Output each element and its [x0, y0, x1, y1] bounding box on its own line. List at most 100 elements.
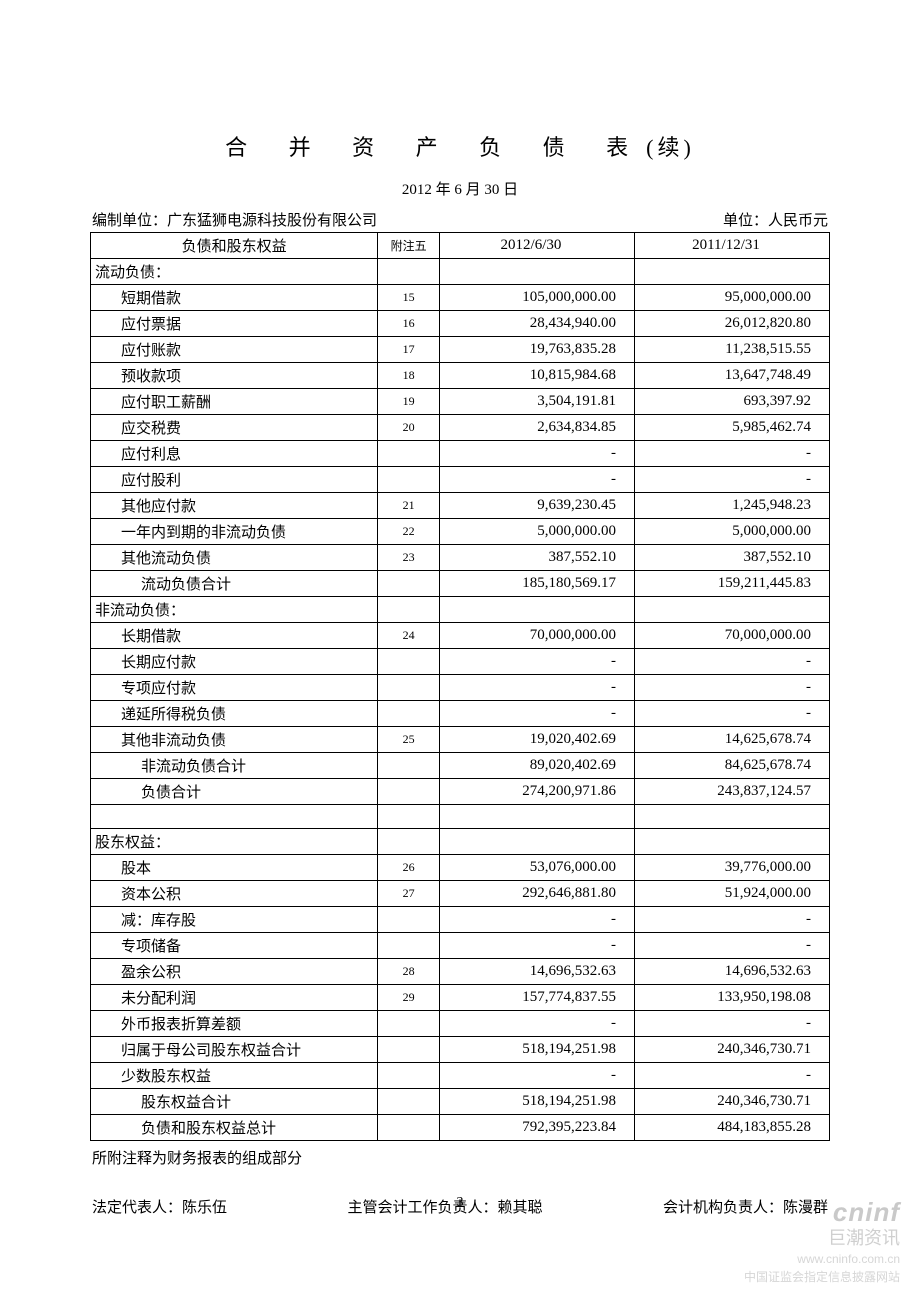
note-cell: 22: [378, 519, 440, 545]
value1-cell: -: [439, 1063, 634, 1089]
item-cell: 股东权益：: [91, 829, 378, 855]
table-row: 归属于母公司股东权益合计518,194,251.98240,346,730.71: [91, 1037, 830, 1063]
value2-cell: 240,346,730.71: [634, 1037, 829, 1063]
item-cell: 应付账款: [91, 337, 378, 363]
note-cell: [378, 571, 440, 597]
table-row: 股东权益合计518,194,251.98240,346,730.71: [91, 1089, 830, 1115]
note-cell: [378, 441, 440, 467]
note-cell: [378, 259, 440, 285]
value1-cell: 9,639,230.45: [439, 493, 634, 519]
page-number: 3: [90, 1195, 830, 1211]
table-header-row: 负债和股东权益 附注五 2012/6/30 2011/12/31: [91, 233, 830, 259]
value1-cell: 14,696,532.63: [439, 959, 634, 985]
note-cell: 23: [378, 545, 440, 571]
header-line: 编制单位：广东猛狮电源科技股份有限公司 单位：人民币元: [90, 209, 830, 230]
note-cell: [378, 753, 440, 779]
note-cell: 28: [378, 959, 440, 985]
note-cell: [378, 829, 440, 855]
value1-cell: 53,076,000.00: [439, 855, 634, 881]
table-row: 应付票据1628,434,940.0026,012,820.80: [91, 311, 830, 337]
value2-cell: -: [634, 441, 829, 467]
value1-cell: [439, 597, 634, 623]
title-main: 合 并 资 产 负 债 表: [225, 135, 646, 160]
value1-cell: 2,634,834.85: [439, 415, 634, 441]
value2-cell: 39,776,000.00: [634, 855, 829, 881]
value2-cell: 95,000,000.00: [634, 285, 829, 311]
value1-cell: 105,000,000.00: [439, 285, 634, 311]
table-row: 长期借款2470,000,000.0070,000,000.00: [91, 623, 830, 649]
report-date: 2012 年 6 月 30 日: [90, 178, 830, 199]
footnote: 所附注释为财务报表的组成部分: [90, 1147, 830, 1168]
table-row: 长期应付款--: [91, 649, 830, 675]
value2-cell: -: [634, 933, 829, 959]
note-cell: [378, 1089, 440, 1115]
item-cell: 一年内到期的非流动负债: [91, 519, 378, 545]
table-row: 其他非流动负债2519,020,402.6914,625,678.74: [91, 727, 830, 753]
value2-cell: -: [634, 701, 829, 727]
item-cell: 流动负债合计: [91, 571, 378, 597]
note-cell: 29: [378, 985, 440, 1011]
item-cell: 减：库存股: [91, 907, 378, 933]
value2-cell: 13,647,748.49: [634, 363, 829, 389]
watermark-url: www.cninfo.com.cn: [744, 1252, 900, 1266]
item-cell: 预收款项: [91, 363, 378, 389]
value1-cell: 518,194,251.98: [439, 1089, 634, 1115]
value2-cell: 5,985,462.74: [634, 415, 829, 441]
note-cell: [378, 597, 440, 623]
item-cell: 应付票据: [91, 311, 378, 337]
note-cell: [378, 1063, 440, 1089]
value1-cell: [439, 805, 634, 829]
table-row: 应付利息 --: [91, 441, 830, 467]
value2-cell: -: [634, 467, 829, 493]
table-row: 专项储备 --: [91, 933, 830, 959]
value1-cell: 292,646,881.80: [439, 881, 634, 907]
note-cell: 20: [378, 415, 440, 441]
table-row: 短期借款15105,000,000.0095,000,000.00: [91, 285, 830, 311]
value1-cell: [439, 829, 634, 855]
item-cell: 少数股东权益: [91, 1063, 378, 1089]
value2-cell: -: [634, 907, 829, 933]
value2-cell: 693,397.92: [634, 389, 829, 415]
item-cell: 短期借款: [91, 285, 378, 311]
value1-cell: 10,815,984.68: [439, 363, 634, 389]
note-cell: [378, 467, 440, 493]
item-cell: 应付利息: [91, 441, 378, 467]
value1-cell: 19,020,402.69: [439, 727, 634, 753]
value1-cell: -: [439, 441, 634, 467]
table-row: 股东权益：: [91, 829, 830, 855]
item-cell: 应付职工薪酬: [91, 389, 378, 415]
item-cell: 归属于母公司股东权益合计: [91, 1037, 378, 1063]
item-cell: 长期应付款: [91, 649, 378, 675]
note-cell: [378, 805, 440, 829]
table-row: 流动负债合计185,180,569.17159,211,445.83: [91, 571, 830, 597]
table-row: 负债和股东权益总计792,395,223.84484,183,855.28: [91, 1115, 830, 1141]
value2-cell: -: [634, 649, 829, 675]
value1-cell: 792,395,223.84: [439, 1115, 634, 1141]
note-cell: [378, 907, 440, 933]
currency-unit: 单位：人民币元: [723, 209, 828, 230]
item-cell: 专项储备: [91, 933, 378, 959]
value1-cell: -: [439, 933, 634, 959]
watermark-desc: 中国证监会指定信息披露网站: [744, 1268, 900, 1285]
item-cell: 长期借款: [91, 623, 378, 649]
table-row: 减：库存股--: [91, 907, 830, 933]
value1-cell: 28,434,940.00: [439, 311, 634, 337]
note-cell: [378, 701, 440, 727]
value1-cell: -: [439, 1011, 634, 1037]
table-row: 非流动负债合计89,020,402.6984,625,678.74: [91, 753, 830, 779]
table-row: 应付股利--: [91, 467, 830, 493]
note-cell: [378, 779, 440, 805]
value2-cell: -: [634, 1063, 829, 1089]
item-cell: 非流动负债合计: [91, 753, 378, 779]
item-cell: 股东权益合计: [91, 1089, 378, 1115]
value2-cell: 70,000,000.00: [634, 623, 829, 649]
value2-cell: [634, 597, 829, 623]
note-cell: 21: [378, 493, 440, 519]
item-cell: 外币报表折算差额: [91, 1011, 378, 1037]
table-row: 外币报表折算差额--: [91, 1011, 830, 1037]
note-cell: [378, 675, 440, 701]
col-period1-header: 2012/6/30: [439, 233, 634, 259]
note-cell: [378, 1011, 440, 1037]
item-cell: 未分配利润: [91, 985, 378, 1011]
note-cell: 16: [378, 311, 440, 337]
